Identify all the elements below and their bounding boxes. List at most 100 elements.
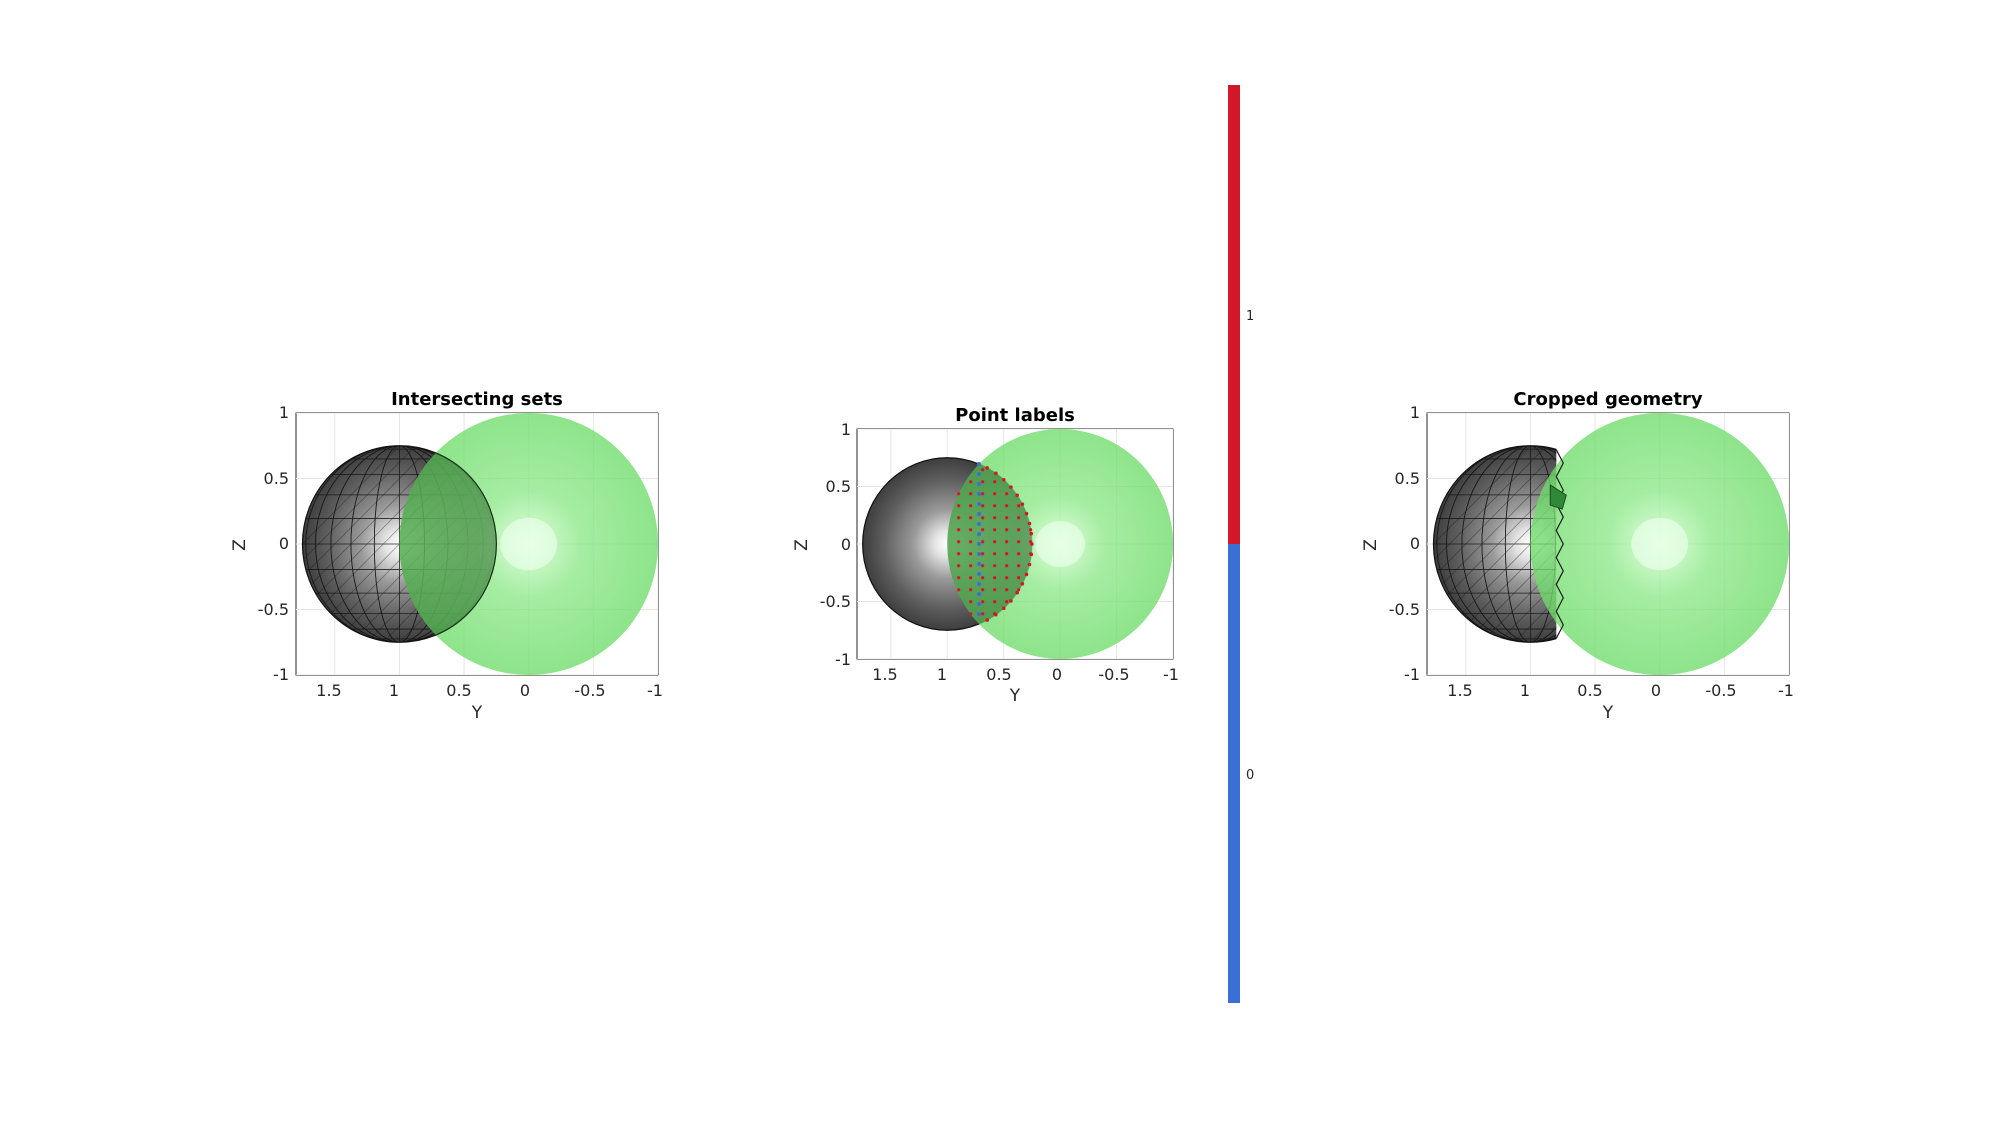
label-point-1 [981,564,985,568]
mesh-diagonal [1513,445,1557,643]
label-point-1 [993,576,997,580]
label-point-1 [1001,477,1006,482]
colorbar-tick-label: 0 [1246,768,1254,783]
label-point-1 [981,600,985,604]
x-tick-label: -1 [1163,665,1179,684]
mesh-diagonal [302,445,400,643]
y-tick-labels: 1 0.5 0 -0.5 -1 [1389,403,1420,684]
x-tick-label: 0 [1651,681,1661,700]
label-point-1 [993,528,997,532]
y-tick-label: 0.5 [826,477,851,496]
y-axis-label: Z [1361,539,1381,551]
label-point-1 [957,540,961,544]
label-point-1 [993,492,997,496]
label-point-1 [969,564,973,568]
label-point-0 [977,612,982,617]
label-point-0 [977,602,982,607]
colorbar-segment-0 [1228,544,1240,1003]
y-tick-label: 1 [841,420,851,439]
label-point-1 [994,471,998,476]
label-point-1 [993,540,997,544]
label-point-1 [985,466,989,470]
label-point-1 [1020,502,1025,506]
y-tick-label: -1 [273,665,289,684]
label-point-0 [977,472,982,477]
label-point-1 [1005,600,1009,604]
label-point-1 [981,588,985,592]
x-axis-label: Y [1602,703,1614,723]
x-tick-label: 1 [389,681,399,700]
label-point-1 [1017,540,1021,544]
mesh-diagonal [1481,445,1557,643]
label-point-1 [981,540,985,544]
y-tick-label: 0 [841,535,851,554]
label-point-0 [977,462,982,467]
plot-content [1427,413,1789,675]
label-point-1 [981,504,985,508]
y-axis-label: Z [230,539,250,551]
mesh-diagonal [1433,445,1557,643]
mesh-longitude [1481,445,1557,643]
x-tick-label: 0.5 [1577,681,1602,700]
plot-content [857,429,1173,659]
x-tick-label: 1 [937,665,947,684]
label-point-1 [1017,588,1021,592]
mesh-longitude [1446,445,1557,643]
x-tick-labels: 1.5 1 0.5 0 -0.5 -1 [872,665,1179,684]
y-tick-label: 0 [279,534,289,553]
panel-point-labels: Point labels 1 0.5 0 -0.5 -1 1.5 1 0.5 0… [792,405,1179,706]
label-point-1 [969,600,973,604]
panel-cropped-geometry: Cropped geometry 1 0.5 0 -0.5 -1 1.5 1 0… [1361,389,1794,723]
label-point-1 [969,528,973,532]
mesh-diagonal [1497,445,1557,643]
mesh-diagonal [1433,445,1557,643]
label-point-1 [994,612,998,617]
crop-flap [1549,484,1567,510]
y-tick-label: -1 [835,650,851,669]
label-point-1 [1005,552,1009,556]
label-point-1 [981,528,985,532]
y-tick-label: -1 [1404,665,1420,684]
label-point-1 [1017,504,1021,508]
x-tick-label: 0 [1052,665,1062,684]
mesh-diagonal [1465,445,1557,643]
x-tick-label: 0.5 [446,681,471,700]
x-tick-label: -1 [1778,681,1794,700]
label-point-0 [977,512,982,517]
label-point-1 [985,618,989,622]
colorbar: 1 0 [1228,85,1254,1003]
x-tick-label: -0.5 [1705,681,1736,700]
y-tick-label: -0.5 [258,600,289,619]
mesh-longitude [1461,445,1557,643]
x-tick-label: 1.5 [1447,681,1472,700]
label-point-1 [1020,582,1025,586]
label-point-1 [1027,562,1032,567]
x-tick-label: 1.5 [316,681,341,700]
label-point-1 [993,480,997,484]
label-point-1 [1017,564,1021,568]
label-point-1 [981,552,985,556]
label-region-1 [947,457,1032,631]
panel-intersecting-sets: Intersecting sets 1 0.5 0 -0.5 -1 1.5 1 … [230,389,663,723]
label-point-1 [993,564,997,568]
label-point-1 [1017,516,1021,520]
mesh-diagonal [1433,445,1557,643]
mesh-diagonal [302,445,433,643]
label-point-0 [977,522,982,527]
mesh-diagonal [1433,445,1547,643]
mesh-diagonal [302,445,449,643]
label-point-1 [1029,531,1034,536]
label-point-1 [1015,590,1019,595]
x-tick-labels: 1.5 1 0.5 0 -0.5 -1 [1447,681,1794,700]
label-point-1 [981,492,985,496]
label-point-0 [977,562,982,567]
label-point-1 [1015,493,1019,498]
label-point-0 [977,482,982,487]
label-point-1 [969,492,973,496]
label-point-1 [1017,528,1021,532]
colorbar-segment-1 [1228,85,1240,544]
y-tick-label: 0 [1410,534,1420,553]
label-point-1 [1005,504,1009,508]
label-point-1 [957,504,961,508]
